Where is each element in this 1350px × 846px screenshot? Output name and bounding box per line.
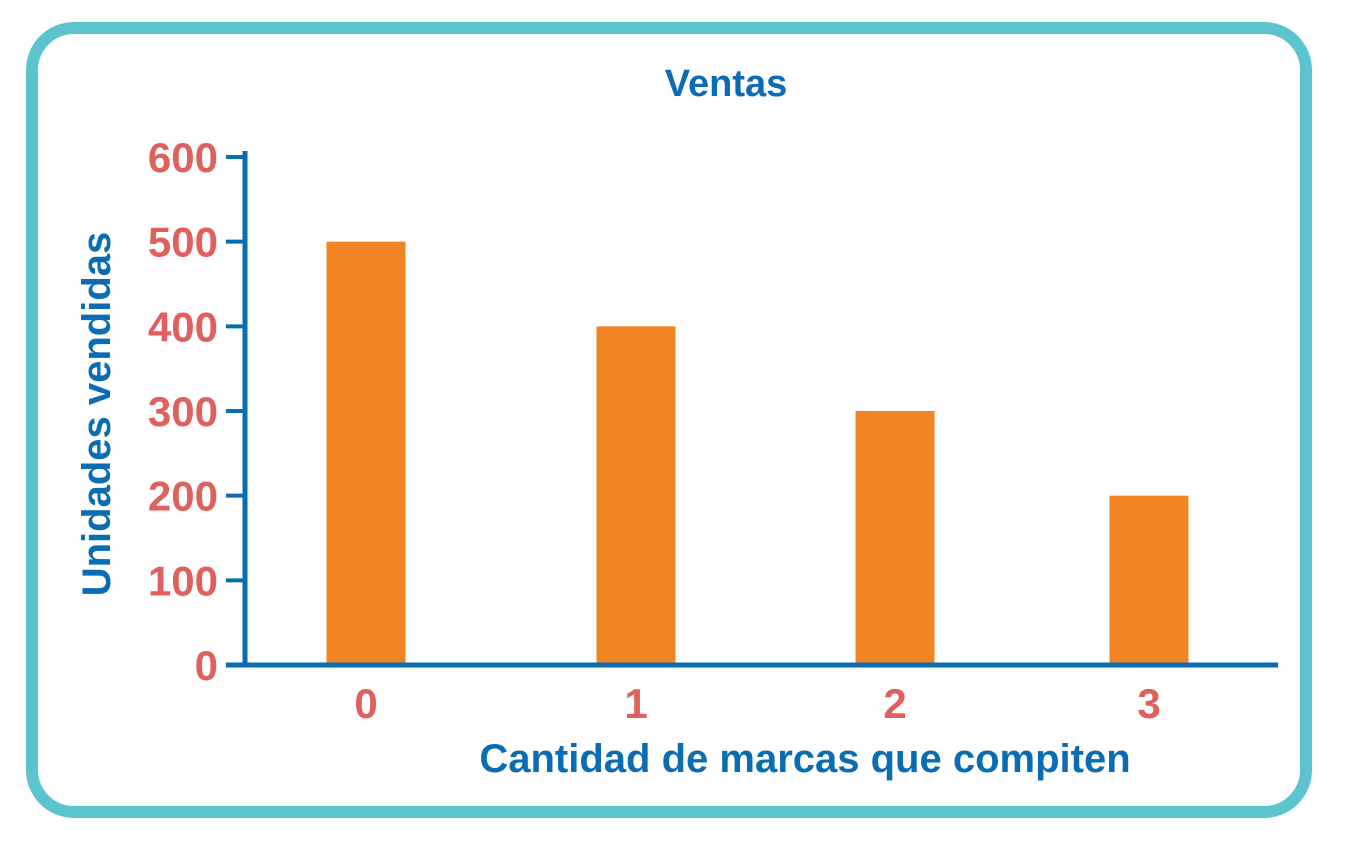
- y-tick-label: 0: [195, 642, 218, 689]
- chart-title: Ventas: [665, 63, 788, 105]
- bar-0: [326, 241, 406, 665]
- x-tick-label: 2: [883, 680, 906, 727]
- bar-1: [596, 326, 676, 665]
- y-tick-label: 300: [148, 388, 218, 435]
- x-axis-title: Cantidad de marcas que compiten: [479, 737, 1130, 781]
- y-tick-label: 200: [148, 473, 218, 520]
- y-tick-label: 100: [148, 557, 218, 604]
- y-axis-title: Unidades vendidas: [75, 232, 119, 597]
- y-tick-label: 500: [148, 219, 218, 266]
- y-tick-label: 600: [148, 134, 218, 181]
- y-tick-label: 400: [148, 303, 218, 350]
- bar-3: [1109, 495, 1189, 665]
- x-tick-label: 1: [624, 680, 647, 727]
- bar-2: [855, 411, 935, 665]
- x-tick-label: 0: [354, 680, 377, 727]
- x-tick-label: 3: [1137, 680, 1160, 727]
